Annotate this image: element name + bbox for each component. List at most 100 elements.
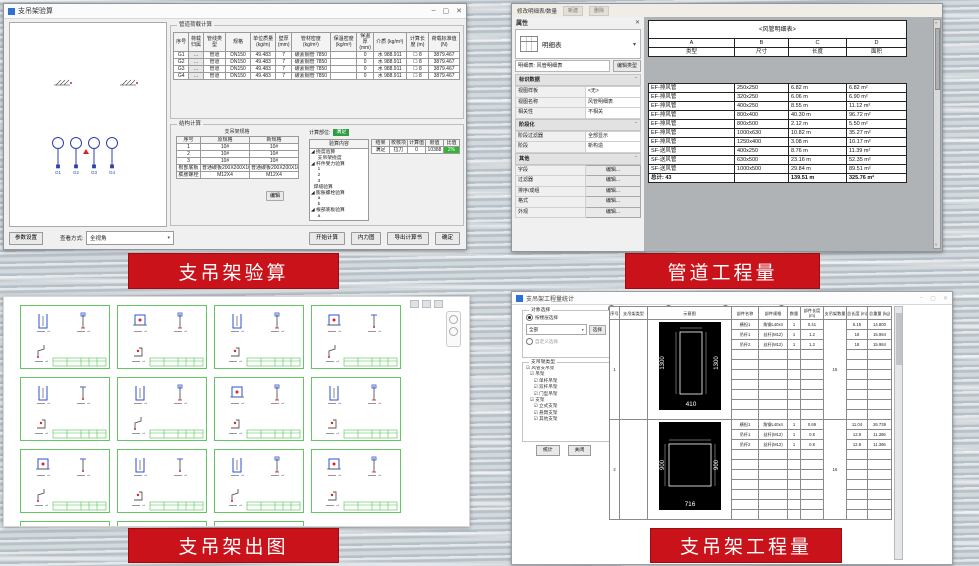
close-dialog-button[interactable]: 关闭 [567, 445, 592, 456]
section-other[interactable]: 其他 [519, 155, 530, 162]
tree-item[interactable]: ☑ 吊架 [526, 371, 545, 377]
tree-item[interactable]: ☑ 立式支架 [526, 403, 558, 409]
tree-item[interactable]: 3 [311, 178, 321, 184]
w1-titlebar[interactable]: 支吊架验算 – ▢ ✕ [4, 4, 466, 19]
dialog-title: 支吊架工程量统计 [526, 296, 575, 303]
ok-button[interactable]: 确定 [434, 232, 460, 245]
maximize-button[interactable]: ▢ [442, 8, 450, 15]
type-selector[interactable]: 明细表 ▾ [515, 29, 641, 59]
tree-item[interactable]: ◢ 根部底板验算 [311, 207, 345, 213]
scroll-up-icon[interactable]: ˄ [935, 20, 938, 25]
new-button[interactable]: 新建 [563, 5, 584, 16]
drawing-sheet[interactable] [311, 305, 401, 369]
cell: 11.366 [867, 439, 892, 450]
tree-item[interactable]: 焊缝验算 [311, 184, 333, 190]
edit-bolt-button[interactable]: 编辑 [266, 191, 285, 201]
cell: 0 [356, 51, 374, 59]
tree-item[interactable]: ◢ 挠度验算 [311, 150, 336, 155]
tree-item[interactable]: ☑ 门型吊架 [526, 390, 558, 396]
section-identity-data[interactable]: 标识数据 [519, 77, 540, 83]
scrollbar-vertical[interactable] [894, 306, 903, 560]
cell: 相关性 [515, 107, 586, 119]
close-button[interactable]: ✕ [942, 296, 948, 302]
tree-item[interactable]: a [311, 196, 321, 202]
navigation-wheel[interactable] [446, 311, 461, 347]
drawing-sheet[interactable] [311, 377, 401, 441]
delete-button[interactable]: 删除 [589, 5, 610, 16]
internal-force-button[interactable]: 内力图 [350, 232, 382, 245]
drawing-sheet[interactable] [117, 521, 207, 526]
tree-item[interactable]: ☑ 其他支架 [526, 416, 558, 422]
other-rows[interactable]: 字段 编辑... 过滤器 编辑... 排序/成组 编辑... 格式 编辑... 外观 编辑... [515, 164, 641, 219]
radio-by-floor-select[interactable]: 按楼层选择 [526, 314, 558, 321]
tree-item[interactable]: ☑ 悬臂支架 [526, 409, 558, 415]
identity-rows[interactable]: 视图样板 <无> 视图名称 风管明细表 相关性 不相关 [515, 86, 641, 119]
pipe-load-group-title: 管道荷载计算 [177, 22, 215, 29]
collapse-icon[interactable]: ˆ [635, 155, 637, 162]
tree-item[interactable]: ◢ 杆件受力验算 [311, 161, 345, 167]
run-statistics-button[interactable]: 统计 [536, 445, 560, 456]
quantity-table[interactable]: 序号 支吊架类型 示意图 部件名称 部件规格 数量 部件长度 (m) 支吊架数量 总长度 (m)… [609, 306, 892, 520]
cell: ☐ 8 [405, 72, 430, 80]
drawing-sheet[interactable] [20, 449, 110, 513]
hanger-spec-table[interactable]: 序号 原规格 新规格 1 10# 10# 2 10# 10# 3 10# 10# 根部底板 普通碳板20… [176, 136, 299, 179]
minimize-button[interactable]: – [919, 295, 924, 301]
view-mode-select[interactable]: 全视角 ▾ [86, 231, 174, 245]
cell: 管材密度 (kg/m³) [290, 32, 331, 52]
drawing-sheet[interactable] [214, 521, 304, 526]
edit-type-button[interactable]: 编辑类型 [612, 60, 641, 72]
export-report-button[interactable]: 导出计算书 [387, 232, 429, 245]
tree-item[interactable]: 1 [311, 167, 321, 173]
tree-item[interactable]: 2 [311, 173, 321, 179]
floor-select[interactable]: 全部 ▾ [526, 324, 587, 335]
cell [846, 489, 868, 500]
pipe-load-table[interactable]: 序号 荷载归属 管线类型 规格 单位质量 (kg/m) 壁厚 (mm) 管材密度 (kg/m… [172, 32, 460, 80]
drawing-sheet[interactable] [20, 305, 110, 369]
ribbon-strip: 修改明细表/数量 新建 删除 [512, 4, 942, 18]
collapse-icon[interactable]: ˆ [635, 77, 637, 83]
tree-item[interactable]: ☑ 风管支吊架 [526, 365, 555, 370]
collapse-icon[interactable]: ˆ [635, 121, 637, 128]
drawing-sheet[interactable] [20, 377, 110, 441]
view-toolbar[interactable] [410, 300, 443, 308]
schedule-body[interactable]: EF-排风管 250x250 6.82 m 6.82 m² EF-排风管 320x250 6… [648, 83, 907, 183]
tree-item[interactable]: ◢ 膨胀螺栓验算 [311, 190, 345, 196]
scroll-thumb[interactable] [895, 313, 902, 365]
drawing-sheet[interactable] [117, 377, 207, 441]
select-button[interactable]: 选择 [588, 324, 606, 335]
scrollbar-vertical[interactable]: ˄ ˅ [933, 19, 941, 249]
hanger-preview-canvas[interactable]: G1 G2 G3 G4 [9, 22, 167, 227]
tree-item[interactable]: 支吊架挠度 [311, 155, 342, 161]
start-calc-button[interactable]: 开始计算 [308, 232, 345, 245]
cell [758, 469, 788, 480]
drawing-sheet[interactable] [214, 305, 304, 369]
cell: 10.82 m [788, 128, 847, 138]
drawing-sheet[interactable] [117, 305, 207, 369]
tree-item[interactable]: ☑ 支架 [526, 397, 545, 403]
scroll-down-icon[interactable]: ˅ [935, 242, 938, 247]
scroll-thumb[interactable] [934, 28, 940, 90]
tab-modify-schedule[interactable]: 修改明细表/数量 [517, 8, 558, 15]
cell: 2.12 m [788, 119, 847, 129]
schedule-selector[interactable]: 明细表: 风管明细表 [515, 60, 610, 72]
phasing-rows[interactable]: 阶段过滤器 全部显示 阶段 新构造 [515, 130, 641, 153]
hanger-type-tree[interactable]: ☑ 风管支吊架 ☑ 吊架 ☑ 单杆吊架 ☑ 双杆吊架 ☑ 门型吊架 ☑ 支架 ☑… [523, 363, 609, 433]
tree-item[interactable]: a [311, 213, 321, 219]
drawing-sheet[interactable] [20, 521, 110, 526]
drawing-sheet[interactable] [311, 449, 401, 513]
param-settings-button[interactable]: 参数设置 [9, 232, 44, 245]
section-phasing[interactable]: 阶段化 [519, 121, 535, 128]
drawing-sheet[interactable] [117, 449, 207, 513]
close-button[interactable]: ✕ [456, 8, 462, 15]
w4-titlebar[interactable]: 支吊架工程量统计 [512, 292, 952, 305]
minimize-button[interactable]: – [431, 7, 436, 14]
drawing-sheet[interactable] [214, 377, 304, 441]
check-content-tree[interactable]: ◢ 挠度验算 支吊架挠度 ◢ 杆件受力验算 1 2 3 焊缝验算 ◢ 膨胀螺栓验算 … [310, 149, 368, 219]
radio-custom-select[interactable]: 自定义选择 [526, 338, 558, 345]
drawing-sheet[interactable] [214, 449, 304, 513]
tree-item[interactable]: b [311, 202, 321, 208]
close-icon[interactable]: ✕ [634, 20, 640, 26]
tree-item[interactable]: ☑ 单杆吊架 [526, 377, 558, 383]
tree-item[interactable]: ☑ 双杆吊架 [526, 384, 558, 390]
maximize-button[interactable]: ▢ [930, 296, 936, 302]
